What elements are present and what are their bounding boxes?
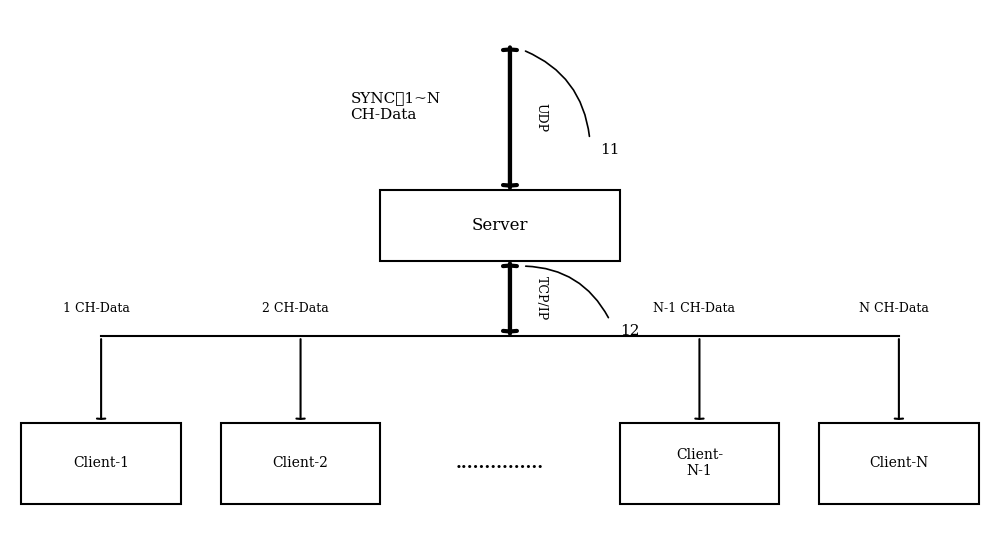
Text: N CH-Data: N CH-Data [859,302,929,315]
FancyBboxPatch shape [221,423,380,504]
Text: 1 CH-Data: 1 CH-Data [63,302,130,315]
Text: Client-1: Client-1 [73,456,129,470]
Text: Client-N: Client-N [869,456,929,470]
Text: 11: 11 [600,143,619,157]
Text: Server: Server [472,217,528,234]
Text: N-1 CH-Data: N-1 CH-Data [653,302,735,315]
Text: Client-
N-1: Client- N-1 [676,448,723,478]
Text: Client-2: Client-2 [273,456,328,470]
Text: 2 CH-Data: 2 CH-Data [262,302,329,315]
FancyBboxPatch shape [620,423,779,504]
Text: SYNC、1~N
CH-Data: SYNC、1~N CH-Data [350,92,441,122]
Text: ...............: ............... [456,455,544,472]
Text: 12: 12 [620,324,639,338]
FancyBboxPatch shape [21,423,181,504]
FancyBboxPatch shape [819,423,979,504]
Text: TCP/IP: TCP/IP [535,276,548,320]
FancyBboxPatch shape [380,191,620,261]
Text: UDP: UDP [535,103,548,132]
